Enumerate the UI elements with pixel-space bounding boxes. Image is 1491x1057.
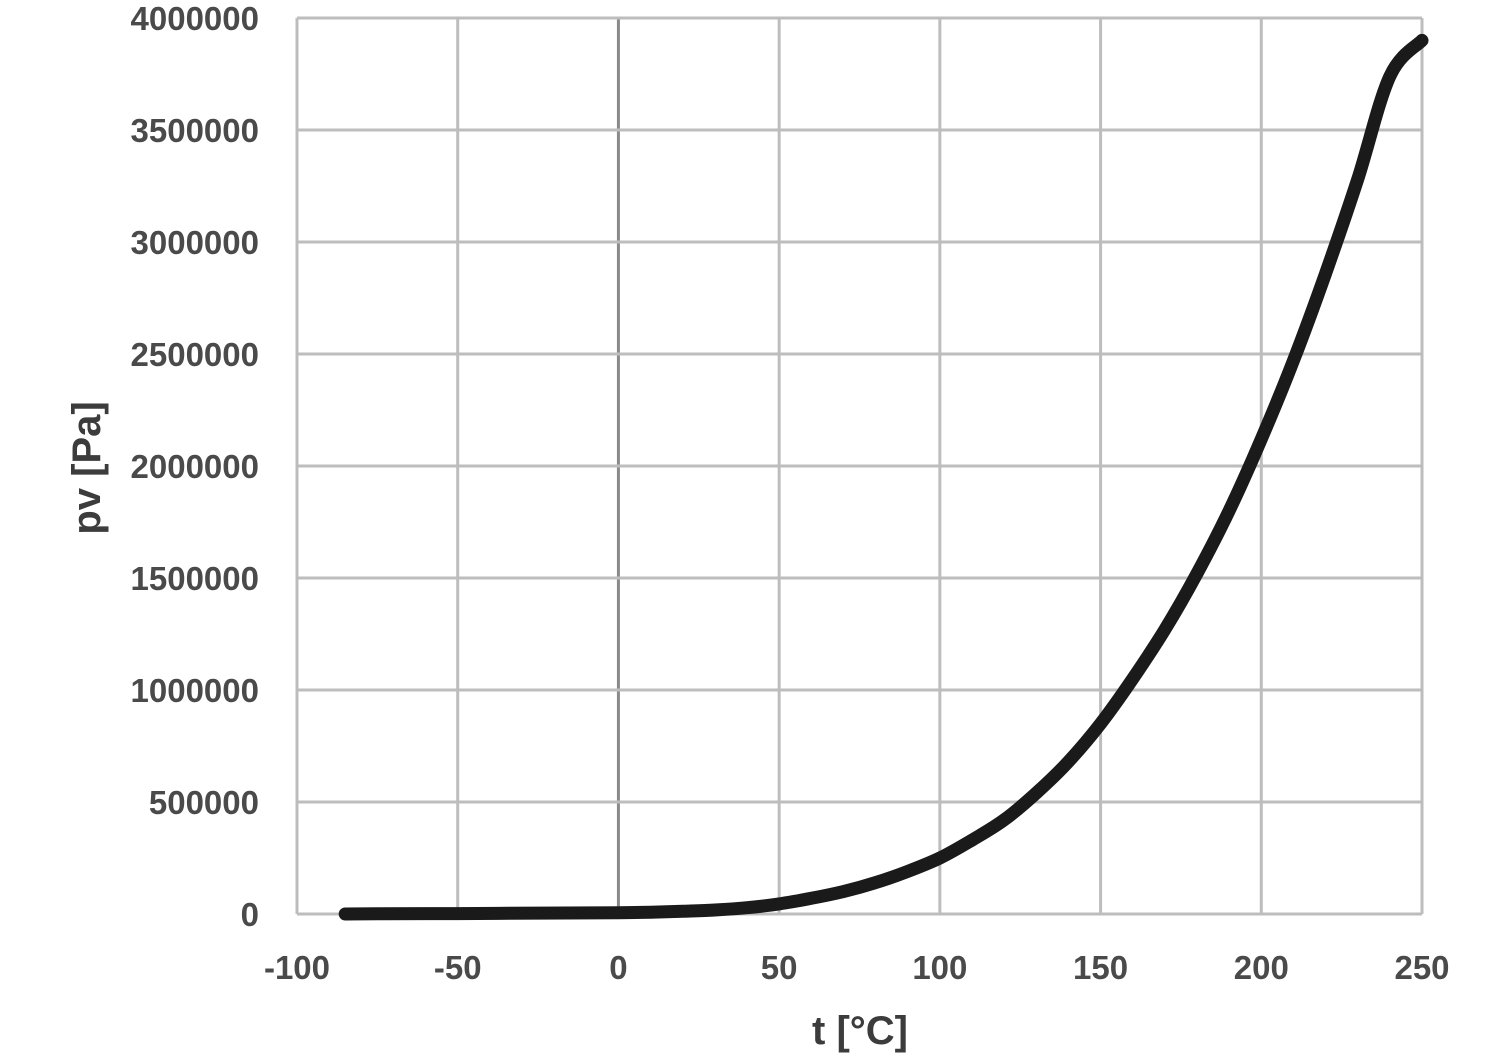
- series-group: [338, 33, 1429, 921]
- y-tick-label-8: 4000000: [131, 0, 259, 37]
- x-tick-label-3: 50: [761, 949, 798, 986]
- y-axis-title: pv [Pa]: [65, 401, 109, 534]
- y-tick-label-3: 1500000: [131, 560, 259, 597]
- series-line-0: [338, 33, 1429, 921]
- horizontal-gridlines: [297, 16, 1422, 916]
- x-tick-label-6: 200: [1234, 949, 1289, 986]
- y-tick-label-4: 2000000: [131, 448, 259, 485]
- y-tick-label-0: 0: [241, 896, 259, 933]
- y-axis-tick-labels: 0 500000 1000000 1500000 2000000 2500000 30000…: [131, 0, 259, 933]
- x-tick-label-0: -100: [264, 949, 330, 986]
- x-axis-title: t [°C]: [812, 1009, 908, 1053]
- x-tick-label-1: -50: [434, 949, 482, 986]
- y-tick-label-7: 3500000: [131, 112, 259, 149]
- x-tick-label-4: 100: [912, 949, 967, 986]
- y-tick-label-5: 2500000: [131, 336, 259, 373]
- y-tick-label-6: 3000000: [131, 224, 259, 261]
- x-axis-tick-labels: -100 -50 0 50 100 150 200 250: [264, 949, 1450, 986]
- y-tick-label-1: 500000: [149, 784, 259, 821]
- x-tick-label-2: 0: [609, 949, 627, 986]
- y-tick-label-2: 1000000: [131, 672, 259, 709]
- x-tick-label-7: 250: [1394, 949, 1449, 986]
- x-tick-label-5: 150: [1073, 949, 1128, 986]
